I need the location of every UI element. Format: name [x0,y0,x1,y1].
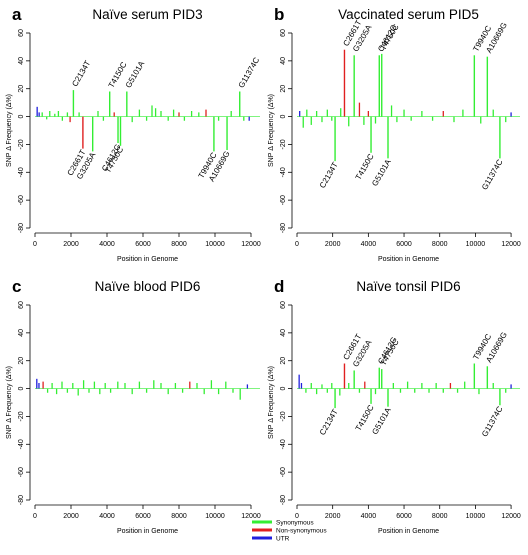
y-tick-label: -20 [18,411,25,421]
panel-d: d Naïve tonsil PID6 -80 -60 -40 -20 0 20 40 60 0 20… [268,277,521,535]
x-tick-label: 8000 [432,513,448,520]
panel-title: Vaccinated serum PID5 [338,7,479,22]
snp-label: G5101A [124,59,147,89]
legend-label: Synonymous [276,520,314,527]
panel-title: Naïve blood PID6 [95,279,201,294]
x-tick-label: 2000 [63,241,79,248]
panel-c: c Naïve blood PID6 -80 -60 -40 -20 0 20 40 60 0 200… [6,277,261,535]
y-tick-label: -80 [18,495,25,505]
x-tick-label: 6000 [135,513,151,520]
x-tick-label: 2000 [325,513,341,520]
x-tick-label: 10000 [205,513,225,520]
x-tick-label: 0 [295,513,299,520]
snp-label: C2134T [318,161,340,190]
panel-letter: c [12,277,21,296]
x-tick-label: 8000 [171,241,187,248]
y-tick-label: 60 [280,29,287,37]
y-tick-label: -20 [280,139,287,149]
x-axis-title: Position in Genome [378,256,439,263]
x-tick-label: 0 [33,513,37,520]
y-tick-label: -60 [280,467,287,477]
panel-b: b Vaccinated serum PID5 -80 -60 -40 -20 0 20 40 6… [268,5,521,263]
y-tick-label: -40 [280,167,287,177]
x-tick-label: 8000 [171,513,187,520]
y-tick-label: -20 [18,139,25,149]
snp-label: C2134T [318,407,340,436]
x-tick-label: 0 [33,241,37,248]
y-tick-label: -40 [18,167,25,177]
x-tick-label: 10000 [466,241,486,248]
panel-letter: d [274,277,284,296]
x-tick-label: 6000 [135,241,151,248]
x-tick-label: 10000 [466,513,486,520]
y-tick-label: -80 [18,223,25,233]
y-tick-label: 0 [280,115,287,119]
y-tick-label: 0 [18,115,25,119]
y-tick-label: 40 [280,57,287,65]
y-tick-label: 20 [18,357,25,365]
x-tick-label: 4000 [361,241,377,248]
legend-label: UTR [276,536,290,543]
y-tick-label: 60 [18,301,25,309]
x-axis-title: Position in Genome [117,528,178,535]
y-tick-label: 0 [280,387,287,391]
x-tick-label: 12000 [241,241,261,248]
snp-label: G11374C [480,158,505,192]
y-tick-label: -60 [18,467,25,477]
legend-label: Non-synonymous [276,528,327,535]
y-axis-title: SNP Δ Frequency (Δ%) [6,366,13,439]
y-tick-label: -20 [280,411,287,421]
y-tick-label: -60 [280,195,287,205]
y-tick-label: 20 [280,357,287,365]
snp-label: C2134T [70,59,92,88]
x-tick-label: 0 [295,241,299,248]
x-tick-label: 12000 [501,513,521,520]
y-tick-label: 40 [280,329,287,337]
x-tick-label: 4000 [99,241,115,248]
y-tick-label: -80 [280,495,287,505]
snp-label: G11374C [237,56,262,90]
panel-title: Naïve serum PID3 [92,7,202,22]
y-axis-title: SNP Δ Frequency (Δ%) [6,94,13,167]
y-tick-label: 40 [18,329,25,337]
x-tick-label: 12000 [501,241,521,248]
x-axis-title: Position in Genome [117,256,178,263]
y-tick-label: -40 [18,439,25,449]
panel-a: a Naïve serum PID3 -80 -60 -40 -20 0 20 40 60 0 200… [6,5,261,263]
snp-label: T4150C [354,152,376,181]
x-tick-label: 10000 [205,241,225,248]
x-tick-label: 8000 [432,241,448,248]
y-axis-title: SNP Δ Frequency (Δ%) [268,94,275,167]
y-tick-label: -60 [18,195,25,205]
y-tick-label: -80 [280,223,287,233]
y-axis-title: SNP Δ Frequency (Δ%) [268,366,275,439]
y-tick-label: 20 [280,85,287,93]
y-tick-label: 60 [18,29,25,37]
y-tick-label: 20 [18,85,25,93]
x-tick-label: 6000 [396,513,412,520]
snp-label: G11374C [480,405,505,439]
x-tick-label: 4000 [99,513,115,520]
x-tick-label: 12000 [241,513,261,520]
x-tick-label: 2000 [63,513,79,520]
y-tick-label: 60 [280,301,287,309]
panel-letter: a [12,5,22,24]
x-axis-title: Position in Genome [378,528,439,535]
y-tick-label: -40 [280,439,287,449]
y-tick-label: 0 [18,387,25,391]
panel-title: Naïve tonsil PID6 [356,279,460,294]
x-tick-label: 2000 [325,241,341,248]
snp-label: G5101A [370,157,393,187]
y-tick-label: 40 [18,57,25,65]
panel-letter: b [274,5,284,24]
x-tick-label: 4000 [361,513,377,520]
x-tick-label: 6000 [396,241,412,248]
